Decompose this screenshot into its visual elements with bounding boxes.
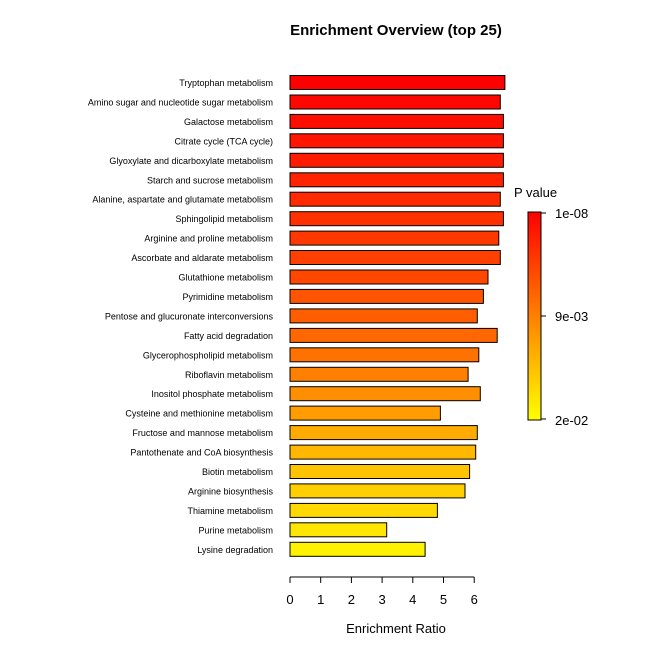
bar: [289, 483, 466, 499]
legend-label-top: 1e-08: [555, 206, 588, 221]
category-label: Biotin metabolism: [202, 467, 273, 477]
x-tick-label: 1: [317, 592, 324, 607]
category-label: Fructose and mannose metabolism: [132, 428, 273, 438]
category-label: Pyrimidine metabolism: [182, 292, 273, 302]
bars-group: [289, 75, 506, 557]
x-axis: 0 1 2 3 4 5 6: [286, 576, 478, 607]
bar: [289, 425, 478, 441]
category-label: Pantothenate and CoA biosynthesis: [130, 448, 273, 458]
category-label: Riboflavin metabolism: [185, 370, 273, 380]
bar: [289, 464, 471, 479]
bar: [289, 113, 504, 129]
category-label: Cysteine and methionine metabolism: [125, 409, 273, 419]
bar: [289, 308, 478, 324]
legend-title: P value: [514, 185, 557, 200]
category-label: Starch and sucrose metabolism: [147, 175, 273, 185]
bar: [289, 152, 504, 168]
category-label: Alanine, aspartate and glutamate metabol…: [92, 195, 273, 205]
bar: [289, 444, 477, 460]
bar: [289, 347, 480, 363]
x-tick-label: 5: [440, 592, 447, 607]
category-label: Amino sugar and nucleotide sugar metabol…: [88, 98, 273, 108]
bar: [289, 502, 438, 518]
bar: [289, 230, 500, 246]
category-label: Lysine degradation: [197, 545, 273, 555]
x-tick-label: 2: [348, 592, 355, 607]
bar: [289, 366, 469, 382]
category-label: Pentose and glucuronate interconversions: [105, 311, 274, 321]
category-label: Inositol phosphate metabolism: [151, 389, 273, 399]
legend: P value 1e-08 9e-03 2e-02: [514, 185, 588, 428]
x-axis-label: Enrichment Ratio: [346, 621, 446, 636]
category-label: Tryptophan metabolism: [179, 78, 273, 88]
bar: [289, 94, 501, 110]
legend-label-mid: 9e-03: [555, 309, 588, 324]
category-label: Ascorbate and aldarate metabolism: [131, 253, 273, 263]
bar: [289, 250, 501, 265]
x-tick-label: 0: [286, 592, 293, 607]
category-label: Sphingolipid metabolism: [175, 214, 273, 224]
category-label: Purine metabolism: [198, 525, 273, 535]
legend-label-bottom: 2e-02: [555, 413, 588, 428]
category-label: Thiamine metabolism: [187, 506, 273, 516]
bar: [289, 75, 506, 90]
category-label: Glycerophospholipid metabolism: [143, 350, 273, 360]
chart-title: Enrichment Overview (top 25): [290, 22, 502, 39]
category-label: Fatty acid degradation: [184, 331, 273, 341]
legend-colorbar: [527, 211, 542, 421]
bar: [289, 133, 504, 149]
bar: [289, 269, 489, 285]
bar: [289, 288, 484, 304]
bar: [289, 172, 504, 188]
bar: [289, 211, 504, 227]
bar: [289, 541, 426, 557]
x-tick-label: 3: [378, 592, 385, 607]
category-label: Arginine biosynthesis: [188, 486, 274, 496]
bar: [289, 386, 481, 402]
category-label: Citrate cycle (TCA cycle): [174, 136, 273, 146]
category-label: Arginine and proline metabolism: [144, 234, 273, 244]
category-label: Glyoxylate and dicarboxylate metabolism: [109, 156, 273, 166]
bar: [289, 191, 501, 207]
category-label: Glutathione metabolism: [178, 273, 273, 283]
x-tick-label: 4: [409, 592, 416, 607]
bar: [289, 405, 441, 421]
bar: [289, 327, 498, 343]
category-label: Galactose metabolism: [184, 117, 273, 127]
bar: [289, 522, 388, 538]
category-labels-group: Tryptophan metabolism Amino sugar and nuc…: [88, 78, 274, 555]
x-tick-label: 6: [471, 592, 478, 607]
